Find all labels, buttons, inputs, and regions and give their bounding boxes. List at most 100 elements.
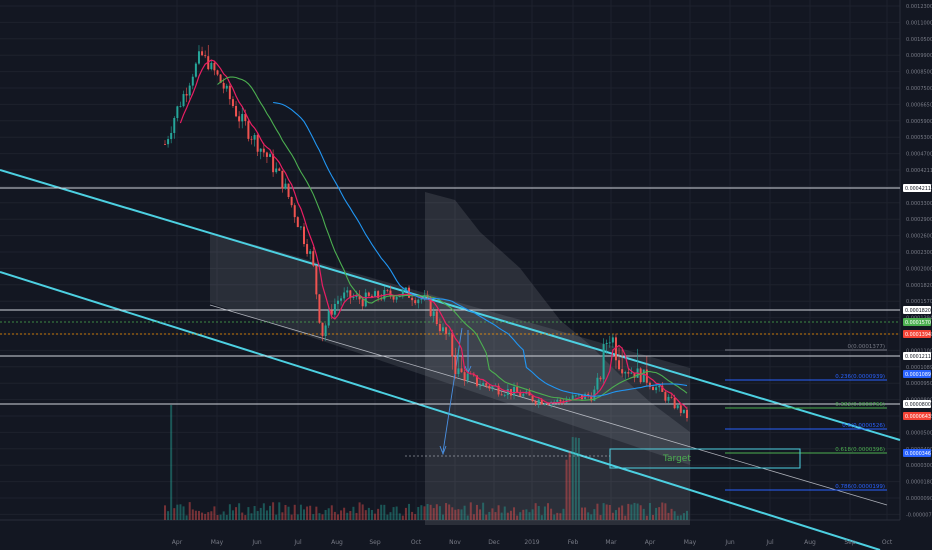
time-axis-label: 2019 bbox=[524, 539, 539, 546]
volume-bar bbox=[621, 505, 624, 520]
candle-body bbox=[333, 303, 336, 315]
candle-body bbox=[343, 292, 346, 299]
volume-bar bbox=[284, 504, 287, 520]
volume-bar bbox=[636, 503, 639, 520]
candle-body bbox=[633, 372, 636, 378]
volume-bar bbox=[228, 504, 231, 520]
price-tag-label: 0.0000643 bbox=[905, 414, 931, 420]
moving-average-slow bbox=[273, 101, 688, 397]
price-axis-label: 0.0011000 bbox=[906, 20, 932, 26]
volume-bar bbox=[361, 504, 364, 520]
fib-level-label: 0.382(0.0000766) bbox=[835, 402, 885, 408]
price-tag-label: 0.0001570 bbox=[905, 320, 931, 326]
candle-body bbox=[318, 294, 321, 323]
volume-bar bbox=[503, 506, 506, 520]
candle-body bbox=[250, 138, 253, 140]
volume-bar bbox=[404, 507, 407, 520]
moving-average-mid bbox=[217, 76, 688, 401]
trendline-lower bbox=[0, 271, 881, 550]
candle-body bbox=[176, 106, 179, 119]
volume-bar bbox=[395, 506, 398, 520]
candle-body bbox=[256, 135, 259, 152]
candle-body bbox=[608, 342, 611, 344]
volume-bar bbox=[383, 504, 386, 520]
price-axis-label: 0.0000180 bbox=[906, 480, 932, 486]
candle-body bbox=[269, 154, 272, 157]
candle-body bbox=[543, 404, 546, 405]
volume-bar bbox=[216, 515, 219, 520]
volume-bar bbox=[547, 503, 550, 520]
volume-bar bbox=[491, 508, 494, 520]
price-axis-label: 0.0006650 bbox=[906, 102, 932, 108]
candle-body bbox=[225, 85, 228, 89]
volume-bar bbox=[201, 512, 204, 520]
price-axis-label: 0.0000950 bbox=[906, 381, 932, 387]
candle-body bbox=[284, 183, 287, 189]
candle-body bbox=[182, 94, 185, 107]
volume-bar bbox=[525, 509, 528, 520]
candle-body bbox=[306, 244, 309, 254]
volume-bar bbox=[565, 459, 568, 520]
volume-bar bbox=[584, 507, 587, 520]
volume-bar bbox=[414, 514, 417, 520]
price-tag bbox=[903, 449, 931, 457]
volume-bar bbox=[386, 514, 389, 520]
candle-body bbox=[395, 297, 398, 300]
volume-bar bbox=[315, 506, 318, 520]
volume-bar bbox=[445, 503, 448, 520]
candle-body bbox=[506, 388, 509, 395]
volume-bar bbox=[401, 515, 404, 520]
candle-body bbox=[278, 168, 281, 171]
volume-bar bbox=[587, 512, 590, 520]
candle-body bbox=[309, 251, 312, 254]
candle-body bbox=[642, 369, 645, 383]
candle-body bbox=[571, 395, 574, 400]
volume-bar bbox=[176, 504, 179, 520]
candle-body bbox=[241, 113, 244, 122]
volume-bar bbox=[463, 505, 466, 520]
volume-bar bbox=[349, 511, 352, 520]
candle-body bbox=[213, 62, 216, 71]
price-axis-label: -0.0000070 bbox=[906, 512, 932, 518]
volume-bar bbox=[661, 502, 664, 520]
volume-bar bbox=[469, 502, 472, 520]
volume-bar bbox=[608, 504, 611, 520]
fib-level-label: 0(0.0001377) bbox=[847, 344, 885, 350]
price-axis-label: 0.0010500 bbox=[906, 37, 932, 43]
candle-body bbox=[667, 396, 670, 401]
candle-body bbox=[414, 300, 417, 304]
price-tag bbox=[903, 400, 931, 408]
volume-bar bbox=[377, 508, 380, 520]
volume-bar bbox=[457, 509, 460, 520]
volume-bar bbox=[627, 503, 630, 520]
candle-body bbox=[417, 299, 420, 304]
candle-body bbox=[596, 377, 599, 390]
volume-bar bbox=[340, 510, 343, 520]
price-axis-label: 0.0009900 bbox=[906, 53, 932, 59]
candle-body bbox=[281, 170, 284, 189]
volume-bar bbox=[380, 504, 383, 520]
volume-bar bbox=[272, 502, 275, 520]
candle-body bbox=[401, 289, 404, 296]
candle-body bbox=[457, 368, 460, 375]
price-tag-label: 0.0001394 bbox=[905, 332, 931, 338]
volume-bar bbox=[336, 514, 339, 520]
volume-bar bbox=[330, 505, 333, 520]
candle-body bbox=[290, 197, 293, 206]
candle-body bbox=[392, 295, 395, 300]
candle-body bbox=[463, 372, 466, 381]
candle-body bbox=[287, 183, 290, 198]
candle-body bbox=[262, 148, 265, 153]
candle-body bbox=[411, 297, 414, 301]
candle-body bbox=[349, 290, 352, 298]
volume-bar bbox=[296, 514, 299, 520]
candle-body bbox=[451, 332, 454, 357]
volume-bar bbox=[182, 506, 185, 520]
candle-body bbox=[420, 298, 423, 300]
price-tag bbox=[903, 352, 931, 360]
volume-bar bbox=[494, 512, 497, 520]
volume-bar bbox=[509, 510, 512, 520]
candle-body bbox=[534, 401, 537, 405]
candle-body bbox=[216, 70, 219, 75]
